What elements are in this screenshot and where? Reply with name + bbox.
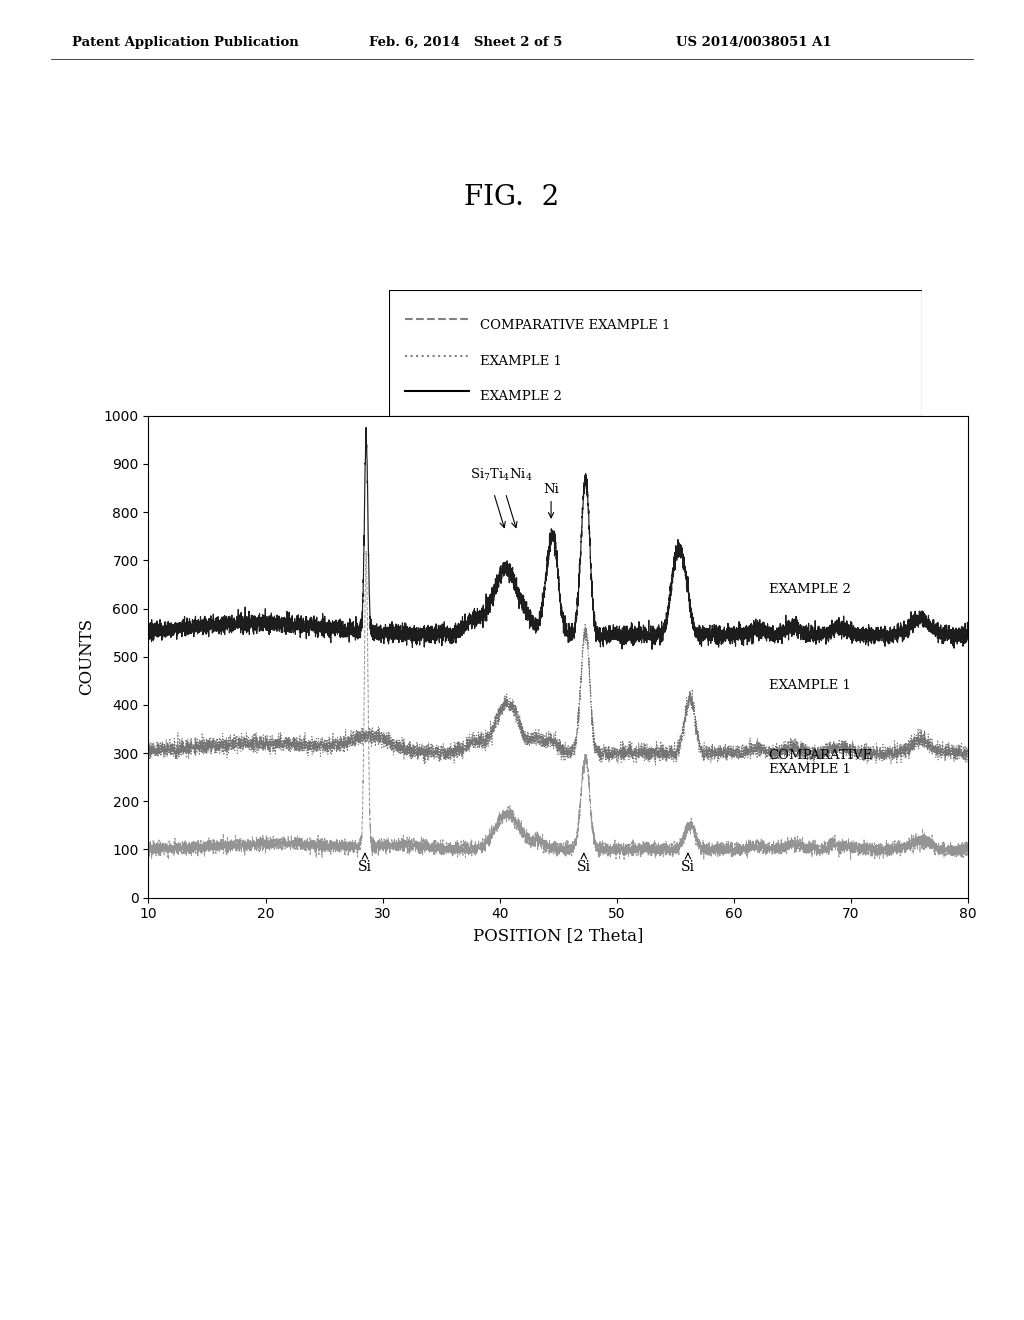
Text: EXAMPLE 1: EXAMPLE 1 — [769, 763, 851, 776]
X-axis label: POSITION [2 Theta]: POSITION [2 Theta] — [473, 927, 643, 944]
Text: Si: Si — [681, 854, 695, 874]
Text: EXAMPLE 1: EXAMPLE 1 — [479, 355, 561, 368]
Text: $\mathregular{Si_7Ti_4Ni_4}$: $\mathregular{Si_7Ti_4Ni_4}$ — [470, 466, 532, 483]
Text: Ni: Ni — [543, 483, 559, 517]
Text: Si: Si — [577, 854, 591, 874]
Text: COMPARATIVE EXAMPLE 1: COMPARATIVE EXAMPLE 1 — [479, 319, 670, 333]
Text: EXAMPLE 2: EXAMPLE 2 — [769, 582, 851, 595]
Text: EXAMPLE 2: EXAMPLE 2 — [479, 391, 561, 404]
Text: COMPARATIVE: COMPARATIVE — [769, 748, 873, 762]
Text: Si: Si — [358, 854, 372, 874]
Text: FIG.  2: FIG. 2 — [464, 183, 560, 211]
Text: Feb. 6, 2014   Sheet 2 of 5: Feb. 6, 2014 Sheet 2 of 5 — [369, 36, 562, 49]
Text: Patent Application Publication: Patent Application Publication — [72, 36, 298, 49]
Text: US 2014/0038051 A1: US 2014/0038051 A1 — [676, 36, 831, 49]
Y-axis label: COUNTS: COUNTS — [78, 618, 95, 696]
Text: EXAMPLE 1: EXAMPLE 1 — [769, 678, 851, 692]
